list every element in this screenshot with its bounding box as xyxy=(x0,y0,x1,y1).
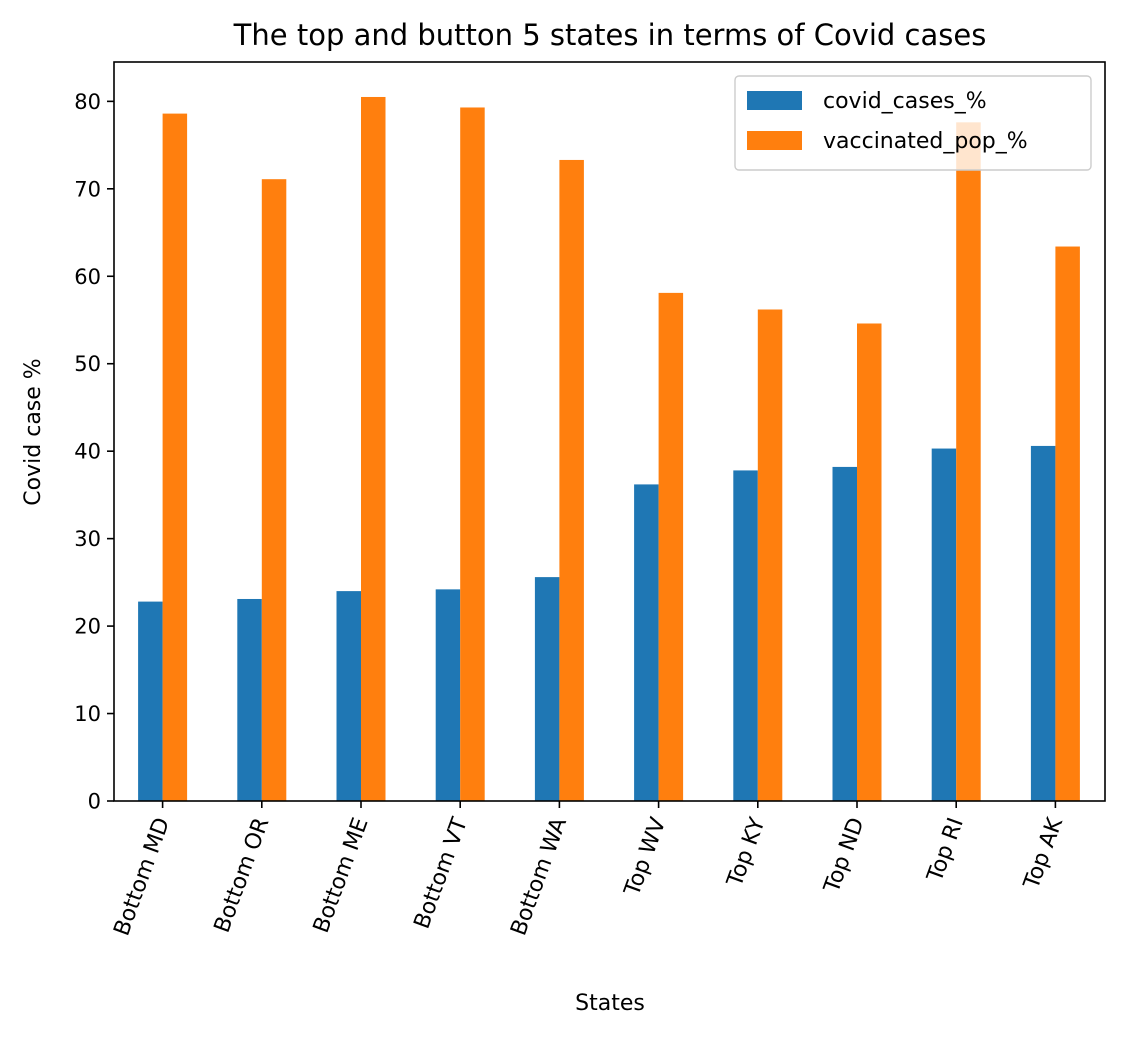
legend-box xyxy=(734,75,1092,171)
x-axis-label: States xyxy=(575,991,645,1016)
bar-vaccinated-pop-top-wv xyxy=(658,292,684,801)
bar-vaccinated-pop-bottom-vt xyxy=(460,107,485,802)
bar-covid-cases-top-ky xyxy=(733,470,758,801)
bar-vaccinated-pop-top-nd xyxy=(857,323,882,801)
y-axis: 0 10 20 30 40 50 60 70 80 xyxy=(74,90,114,814)
y-tick-label: 50 xyxy=(74,352,101,376)
bar-vaccinated-pop-bottom-or xyxy=(261,179,287,801)
bar-vaccinated-pop-top-ri xyxy=(956,122,981,802)
bar-vaccinated-pop-top-ak xyxy=(1055,246,1080,801)
legend-label-vaccinated-pop: vaccinated_pop_% xyxy=(823,129,1028,154)
y-tick-label: 20 xyxy=(74,615,101,639)
legend-swatch-covid-cases xyxy=(747,91,802,110)
bar-vaccinated-pop-bottom-me xyxy=(361,96,386,802)
bar-vaccinated-pop-bottom-wa xyxy=(559,159,584,801)
bar-covid-cases-bottom-md xyxy=(138,601,163,801)
y-axis-label: Covid case % xyxy=(21,358,46,505)
y-tick-label: 30 xyxy=(74,527,101,551)
bar-covid-cases-top-wv xyxy=(634,484,659,801)
bar-vaccinated-pop-bottom-md xyxy=(162,113,188,802)
y-tick-label: 0 xyxy=(88,790,101,814)
y-tick-label: 10 xyxy=(74,702,101,726)
y-tick-label: 80 xyxy=(74,90,101,114)
bar-covid-cases-top-ak xyxy=(1030,445,1056,801)
y-tick-label: 70 xyxy=(74,177,101,201)
bar-covid-cases-top-ri xyxy=(931,448,957,801)
y-tick-label: 60 xyxy=(74,265,101,289)
legend-swatch-vaccinated-pop xyxy=(747,131,802,150)
legend-label-covid-cases: covid_cases_% xyxy=(823,89,987,114)
bar-vaccinated-pop-top-ky xyxy=(757,309,783,801)
plot-frame xyxy=(113,61,1106,802)
bar-covid-cases-bottom-vt xyxy=(435,589,461,801)
y-tick-label: 40 xyxy=(74,440,101,464)
chart-title: The top and button 5 states in terms of … xyxy=(233,18,987,52)
legend: covid_cases_% vaccinated_pop_% xyxy=(734,75,1092,171)
bar-covid-cases-top-nd xyxy=(832,466,857,801)
bar-covid-cases-bottom-or xyxy=(237,598,262,801)
plot-area xyxy=(138,96,1080,802)
bar-covid-cases-bottom-wa xyxy=(534,577,560,801)
bar-covid-cases-bottom-me xyxy=(336,591,361,801)
